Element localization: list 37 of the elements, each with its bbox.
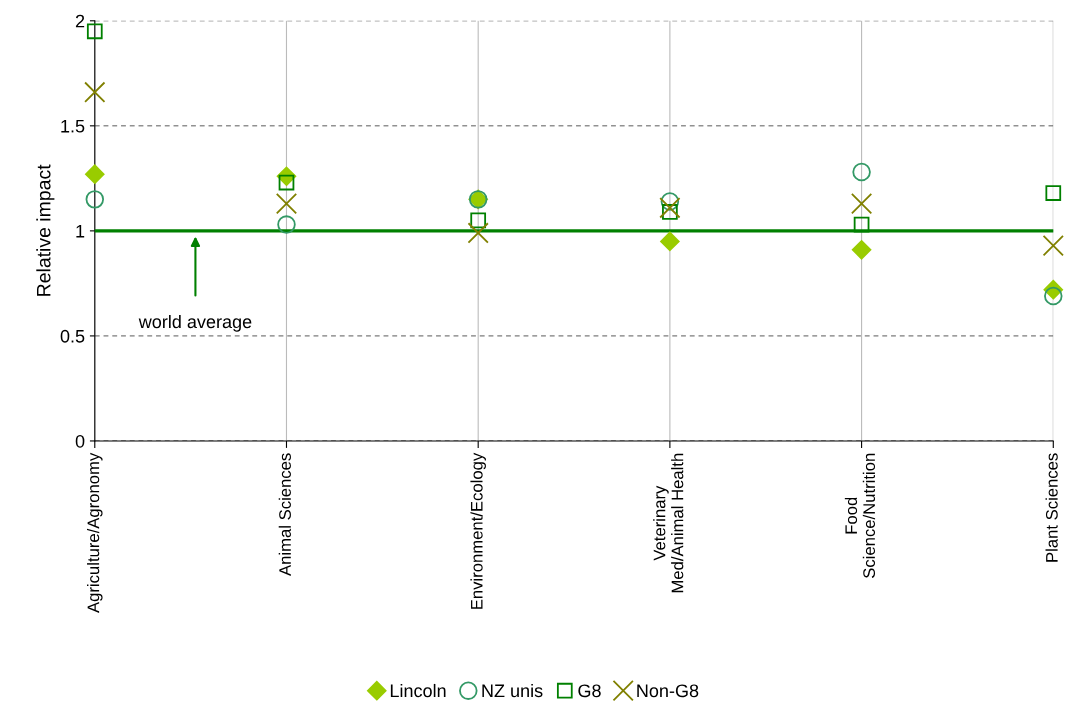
- point: [660, 231, 680, 252]
- point: [1044, 286, 1063, 306]
- x-tick-label: Plant Sciences: [1045, 453, 1058, 562]
- x-tick-label: Veterinary Med/Animal Health: [653, 453, 684, 593]
- ref-line-label: world average: [138, 314, 252, 332]
- point: [277, 215, 296, 234]
- point: [86, 23, 103, 40]
- legend-label: G8: [578, 684, 601, 698]
- y-tick-label: 0: [75, 434, 85, 448]
- point: [84, 81, 106, 103]
- y-tick-label: 1: [76, 224, 85, 238]
- point: [1045, 185, 1062, 201]
- y-tick-label: 1.5: [61, 119, 85, 133]
- point: [852, 162, 871, 182]
- point: [278, 174, 295, 191]
- point: [660, 192, 680, 211]
- x-tick-label: Environment/Ecology: [470, 452, 486, 609]
- point: [853, 216, 870, 233]
- legend-label: Lincoln: [390, 683, 446, 698]
- x-tick-label: Agriculture/Agronomy: [87, 452, 103, 613]
- y-axis-title: Relative impact: [36, 164, 55, 296]
- point: [662, 204, 678, 220]
- point: [85, 190, 105, 209]
- legend-label: Non-G8: [637, 684, 699, 698]
- y-tick-label: 2: [75, 14, 85, 28]
- x-tick-label: Animal Sciences: [278, 453, 291, 576]
- point: [470, 212, 487, 229]
- point: [850, 192, 873, 215]
- x-tick-label: Food Science/Nutrition: [844, 453, 876, 578]
- point: [85, 164, 105, 184]
- point: [1042, 234, 1064, 257]
- point: [851, 240, 872, 260]
- legend-label: NZ unis: [482, 683, 543, 698]
- point: [275, 192, 298, 215]
- point: [659, 197, 681, 219]
- point: [467, 222, 489, 244]
- y-tick-label: 0.5: [60, 329, 85, 343]
